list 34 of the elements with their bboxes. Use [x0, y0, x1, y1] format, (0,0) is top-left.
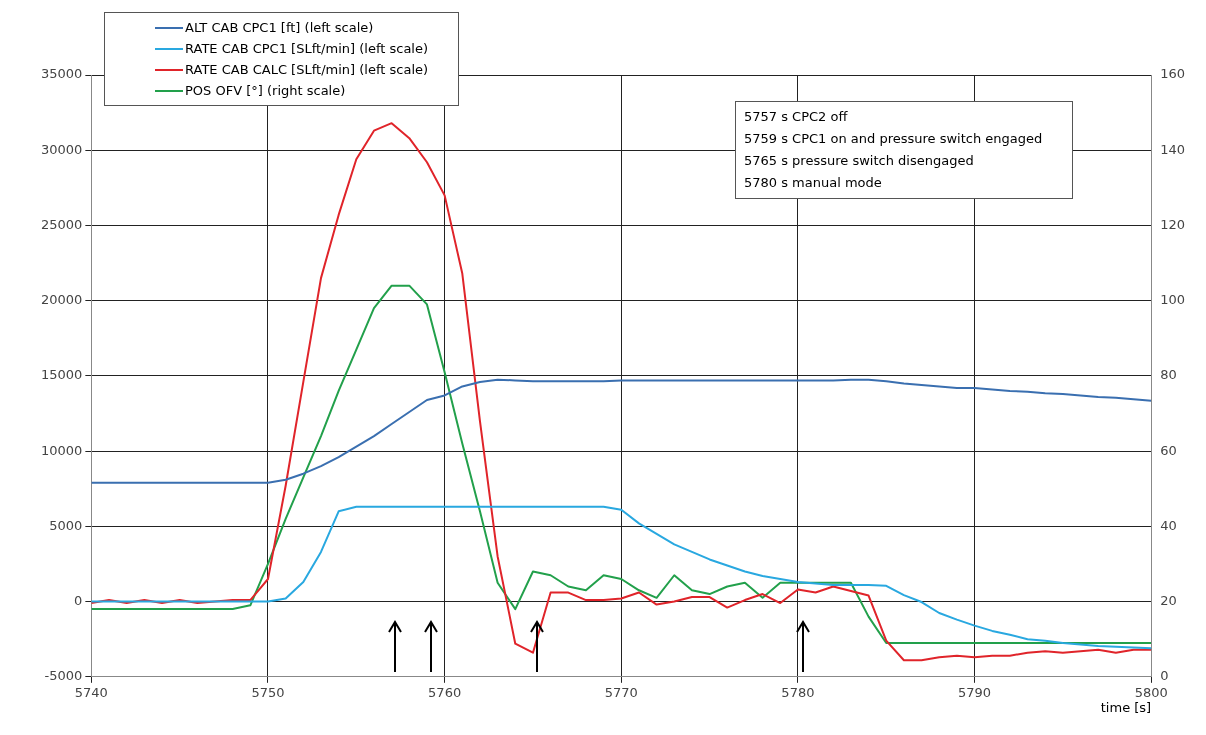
y2-tick-label: 40	[1160, 517, 1177, 533]
annotation: 5765 s pressure switch disengaged	[744, 152, 975, 170]
annotation: 5759 s CPC1 on and pressure switch engaged	[744, 130, 1044, 148]
y-tick-label: 30000	[41, 141, 83, 157]
x-tick-label: 5750	[251, 684, 285, 700]
y2-tick-label: 160	[1160, 66, 1186, 82]
y-tick-label: 20000	[41, 292, 83, 308]
y-tick-label: 15000	[41, 367, 83, 383]
y-tick-label: -5000	[44, 668, 83, 684]
legend-label: POS OFV [°] (right scale)	[185, 82, 346, 100]
y-tick-label: 10000	[41, 442, 83, 458]
y2-tick-label: 140	[1160, 141, 1186, 157]
x-tick-label: 5780	[781, 684, 815, 700]
y2-tick-label: 60	[1160, 442, 1177, 458]
x-tick-label: 5760	[428, 684, 462, 700]
x-tick-label: 5800	[1134, 684, 1168, 700]
y-tick-label: 5000	[49, 517, 83, 533]
annotation: 5780 s manual mode	[744, 174, 883, 192]
y-tick-label: 25000	[41, 216, 83, 232]
legend-label: RATE CAB CPC1 [SLft/min] (left scale)	[185, 40, 429, 58]
y2-tick-label: 0	[1160, 668, 1169, 684]
annotation: 5757 s CPC2 off	[744, 108, 849, 126]
y2-tick-label: 20	[1160, 592, 1177, 608]
x-tick-label: 5790	[958, 684, 992, 700]
y2-tick-label: 80	[1160, 367, 1177, 383]
x-tick-label: 5740	[74, 684, 108, 700]
legend-label: RATE CAB CALC [SLft/min] (left scale)	[185, 61, 429, 79]
y2-tick-label: 100	[1160, 292, 1186, 308]
x-axis-title: time [s]	[1100, 699, 1152, 715]
y-tick-label: 35000	[41, 66, 83, 82]
legend-label: ALT CAB CPC1 [ft] (left scale)	[185, 19, 374, 37]
x-tick-label: 5770	[604, 684, 638, 700]
y2-tick-label: 120	[1160, 216, 1186, 232]
y-tick-label: 0	[74, 592, 83, 608]
